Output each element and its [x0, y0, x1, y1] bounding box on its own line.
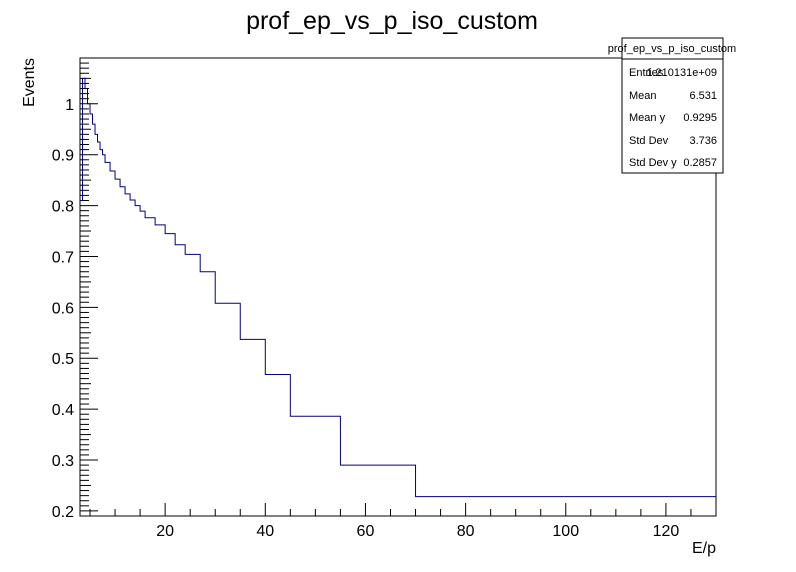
y-tick-label: 0.3 [52, 453, 74, 470]
stats-label-mean: Mean [629, 90, 657, 102]
stats-value-entries: 1.210131e+09 [646, 67, 717, 79]
y-tick-label: 0.7 [52, 249, 74, 266]
x-tick-label: 80 [457, 523, 475, 540]
y-tick-label: 1 [65, 97, 74, 114]
x-tick-label: 100 [552, 523, 579, 540]
stats-label-entries: Entries [629, 67, 664, 79]
stats-value-std-dev-y: 0.2857 [683, 157, 717, 169]
x-axis: 20 40 60 80 100 120 [89, 503, 717, 540]
stats-label-mean-y: Mean y [629, 112, 666, 124]
stats-box-title: prof_ep_vs_p_iso_custom [608, 43, 736, 55]
stats-value-mean-y: 0.9295 [683, 112, 717, 124]
x-tick-label: 40 [256, 523, 274, 540]
y-axis-title: Events [21, 58, 38, 107]
x-tick-label: 60 [357, 523, 375, 540]
stats-label-std-dev-y: Std Dev y [629, 157, 677, 169]
y-axis: 0.2 0.3 0.4 0.5 0.6 0.7 0.8 0.9 1 [52, 57, 98, 521]
y-tick-label: 0.8 [52, 199, 74, 216]
plot-frame [79, 57, 717, 517]
stats-label-std-dev: Std Dev [629, 135, 669, 147]
stats-box-frame [621, 37, 724, 174]
stats-box: prof_ep_vs_p_iso_custom Entries 1.210131… [608, 37, 736, 174]
profile-series-line [80, 77, 716, 498]
x-axis-title: E/p [692, 540, 716, 557]
x-tick-label: 120 [653, 523, 680, 540]
y-tick-label: 0.5 [52, 351, 74, 368]
stats-value-std-dev: 3.736 [689, 135, 717, 147]
y-tick-label: 0.2 [52, 504, 74, 521]
stats-value-mean: 6.531 [689, 90, 717, 102]
x-tick-label: 20 [156, 523, 174, 540]
chart-title: prof_ep_vs_p_iso_custom [246, 7, 538, 35]
y-tick-label: 0.9 [52, 148, 74, 165]
y-tick-label: 0.4 [52, 402, 74, 419]
y-tick-label: 0.6 [52, 300, 74, 317]
